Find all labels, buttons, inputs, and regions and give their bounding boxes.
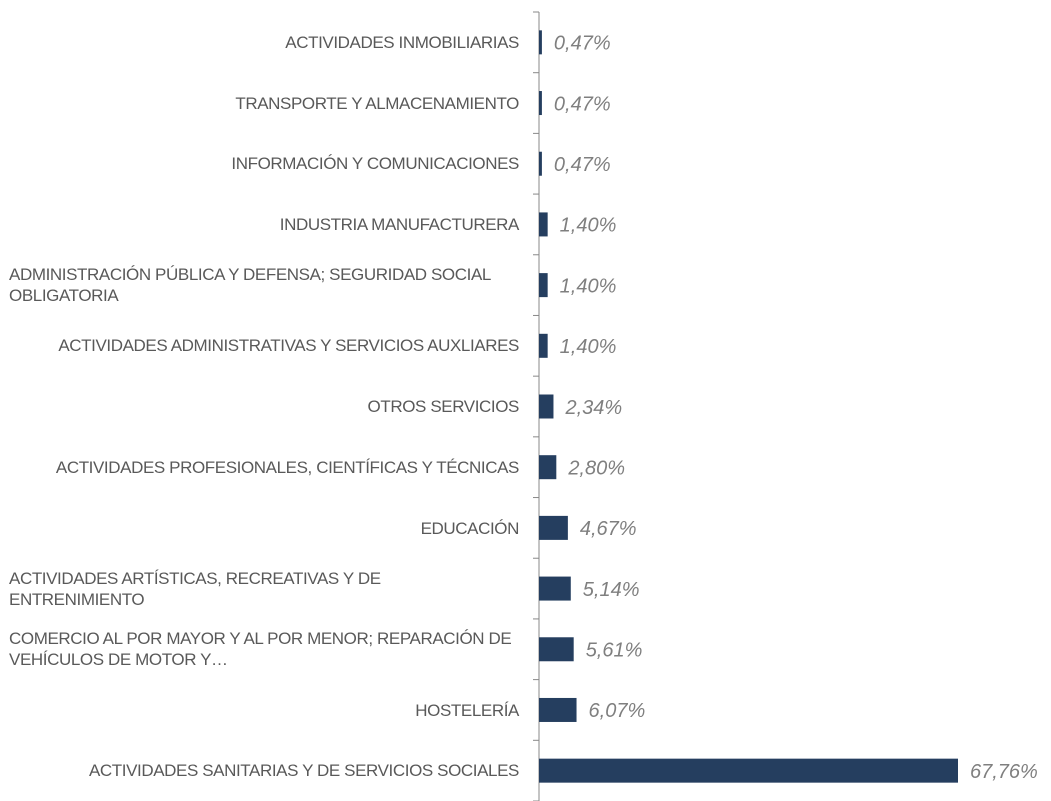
bar: [539, 758, 958, 783]
value-label: 0,47%: [554, 154, 611, 176]
value-label: 5,14%: [583, 579, 640, 601]
category-label: ACTIVIDADES INMOBILIARIAS: [285, 33, 519, 52]
bar: [539, 394, 554, 419]
category-label-box: INDUSTRIA MANUFACTURERA: [279, 194, 520, 255]
category-label-box: ACTIVIDADES INMOBILIARIAS: [285, 12, 519, 73]
value-label: 2,34%: [564, 397, 622, 419]
category-label-box: ADMINISTRACIÓN PÚBLICA Y DEFENSA; SEGURI…: [9, 255, 519, 316]
value-label: 0,47%: [554, 93, 611, 115]
category-label-box: ACTIVIDADES PROFESIONALES, CIENTÍFICAS Y…: [55, 437, 520, 498]
bar: [539, 697, 577, 722]
bar: [539, 576, 571, 601]
category-label: ACTIVIDADES PROFESIONALES, CIENTÍFICAS Y…: [55, 457, 520, 477]
bar: [539, 333, 548, 358]
category-label-box: HOSTELERÍA: [415, 680, 519, 741]
bar: [539, 151, 542, 176]
category-label-box: OTROS SERVICIOS: [367, 376, 520, 437]
bar: [539, 455, 557, 480]
category-label-box: EDUCACIÓN: [420, 498, 520, 559]
bar: [539, 30, 542, 55]
bar: [539, 212, 548, 237]
value-label: 5,61%: [586, 640, 643, 662]
category-label-box: ACTIVIDADES ARTÍSTICAS, RECREATIVAS Y DE…: [9, 558, 519, 619]
value-label: 1,40%: [560, 215, 617, 237]
category-label: ACTIVIDADES ADMINISTRATIVAS Y SERVICIOS …: [58, 336, 519, 356]
category-label: COMERCIO AL POR MAYOR Y AL POR MENOR; RE…: [9, 629, 512, 670]
category-label-box: TRANSPORTE Y ALMACENAMIENTO: [235, 73, 519, 134]
value-label: 4,67%: [580, 518, 637, 540]
category-label: EDUCACIÓN: [420, 518, 520, 538]
category-label: HOSTELERÍA: [415, 700, 519, 720]
category-label: INDUSTRIA MANUFACTURERA: [279, 215, 520, 235]
category-label: ADMINISTRACIÓN PÚBLICA Y DEFENSA; SEGURI…: [9, 265, 491, 306]
category-label-box: ACTIVIDADES ADMINISTRATIVAS Y SERVICIOS …: [58, 315, 519, 376]
value-label: 67,76%: [970, 761, 1038, 783]
category-label: INFORMACIÓN Y COMUNICACIONES: [231, 154, 519, 174]
bar: [539, 515, 568, 540]
value-label: 2,80%: [567, 457, 625, 479]
bar: [539, 637, 574, 662]
bar: [539, 91, 542, 116]
category-label: ACTIVIDADES ARTÍSTICAS, RECREATIVAS Y DE…: [9, 568, 381, 609]
category-label: OTROS SERVICIOS: [367, 397, 520, 417]
value-label: 1,40%: [560, 336, 617, 358]
value-label: 0,47%: [554, 33, 611, 55]
category-label-box: ACTIVIDADES SANITARIAS Y DE SERVICIOS SO…: [89, 740, 519, 801]
value-label: 6,07%: [589, 700, 646, 722]
category-label-box: INFORMACIÓN Y COMUNICACIONES: [231, 133, 519, 194]
category-label-box: COMERCIO AL POR MAYOR Y AL POR MENOR; RE…: [9, 619, 519, 680]
category-label: ACTIVIDADES SANITARIAS Y DE SERVICIOS SO…: [88, 761, 519, 781]
category-label: TRANSPORTE Y ALMACENAMIENTO: [235, 93, 519, 113]
bar: [539, 273, 548, 298]
value-label: 1,40%: [560, 275, 617, 297]
